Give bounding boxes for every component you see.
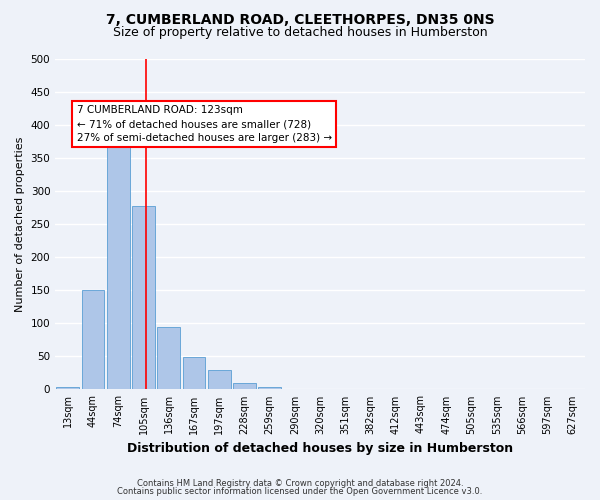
Bar [157, 328, 180, 390]
Bar [107, 115, 130, 390]
Bar [283, 389, 306, 390]
Bar [82, 290, 104, 390]
Text: Size of property relative to detached houses in Humberston: Size of property relative to detached ho… [113, 26, 487, 39]
X-axis label: Distribution of detached houses by size in Humberston: Distribution of detached houses by size … [127, 442, 513, 455]
Bar [182, 357, 205, 390]
Text: 7, CUMBERLAND ROAD, CLEETHORPES, DN35 0NS: 7, CUMBERLAND ROAD, CLEETHORPES, DN35 0N… [106, 12, 494, 26]
Bar [208, 370, 230, 390]
Bar [132, 206, 155, 390]
Bar [233, 384, 256, 390]
Text: Contains HM Land Registry data © Crown copyright and database right 2024.: Contains HM Land Registry data © Crown c… [137, 478, 463, 488]
Text: Contains public sector information licensed under the Open Government Licence v3: Contains public sector information licen… [118, 487, 482, 496]
Y-axis label: Number of detached properties: Number of detached properties [15, 136, 25, 312]
Bar [56, 387, 79, 390]
Bar [258, 387, 281, 390]
Text: 7 CUMBERLAND ROAD: 123sqm
← 71% of detached houses are smaller (728)
27% of semi: 7 CUMBERLAND ROAD: 123sqm ← 71% of detac… [77, 106, 332, 144]
